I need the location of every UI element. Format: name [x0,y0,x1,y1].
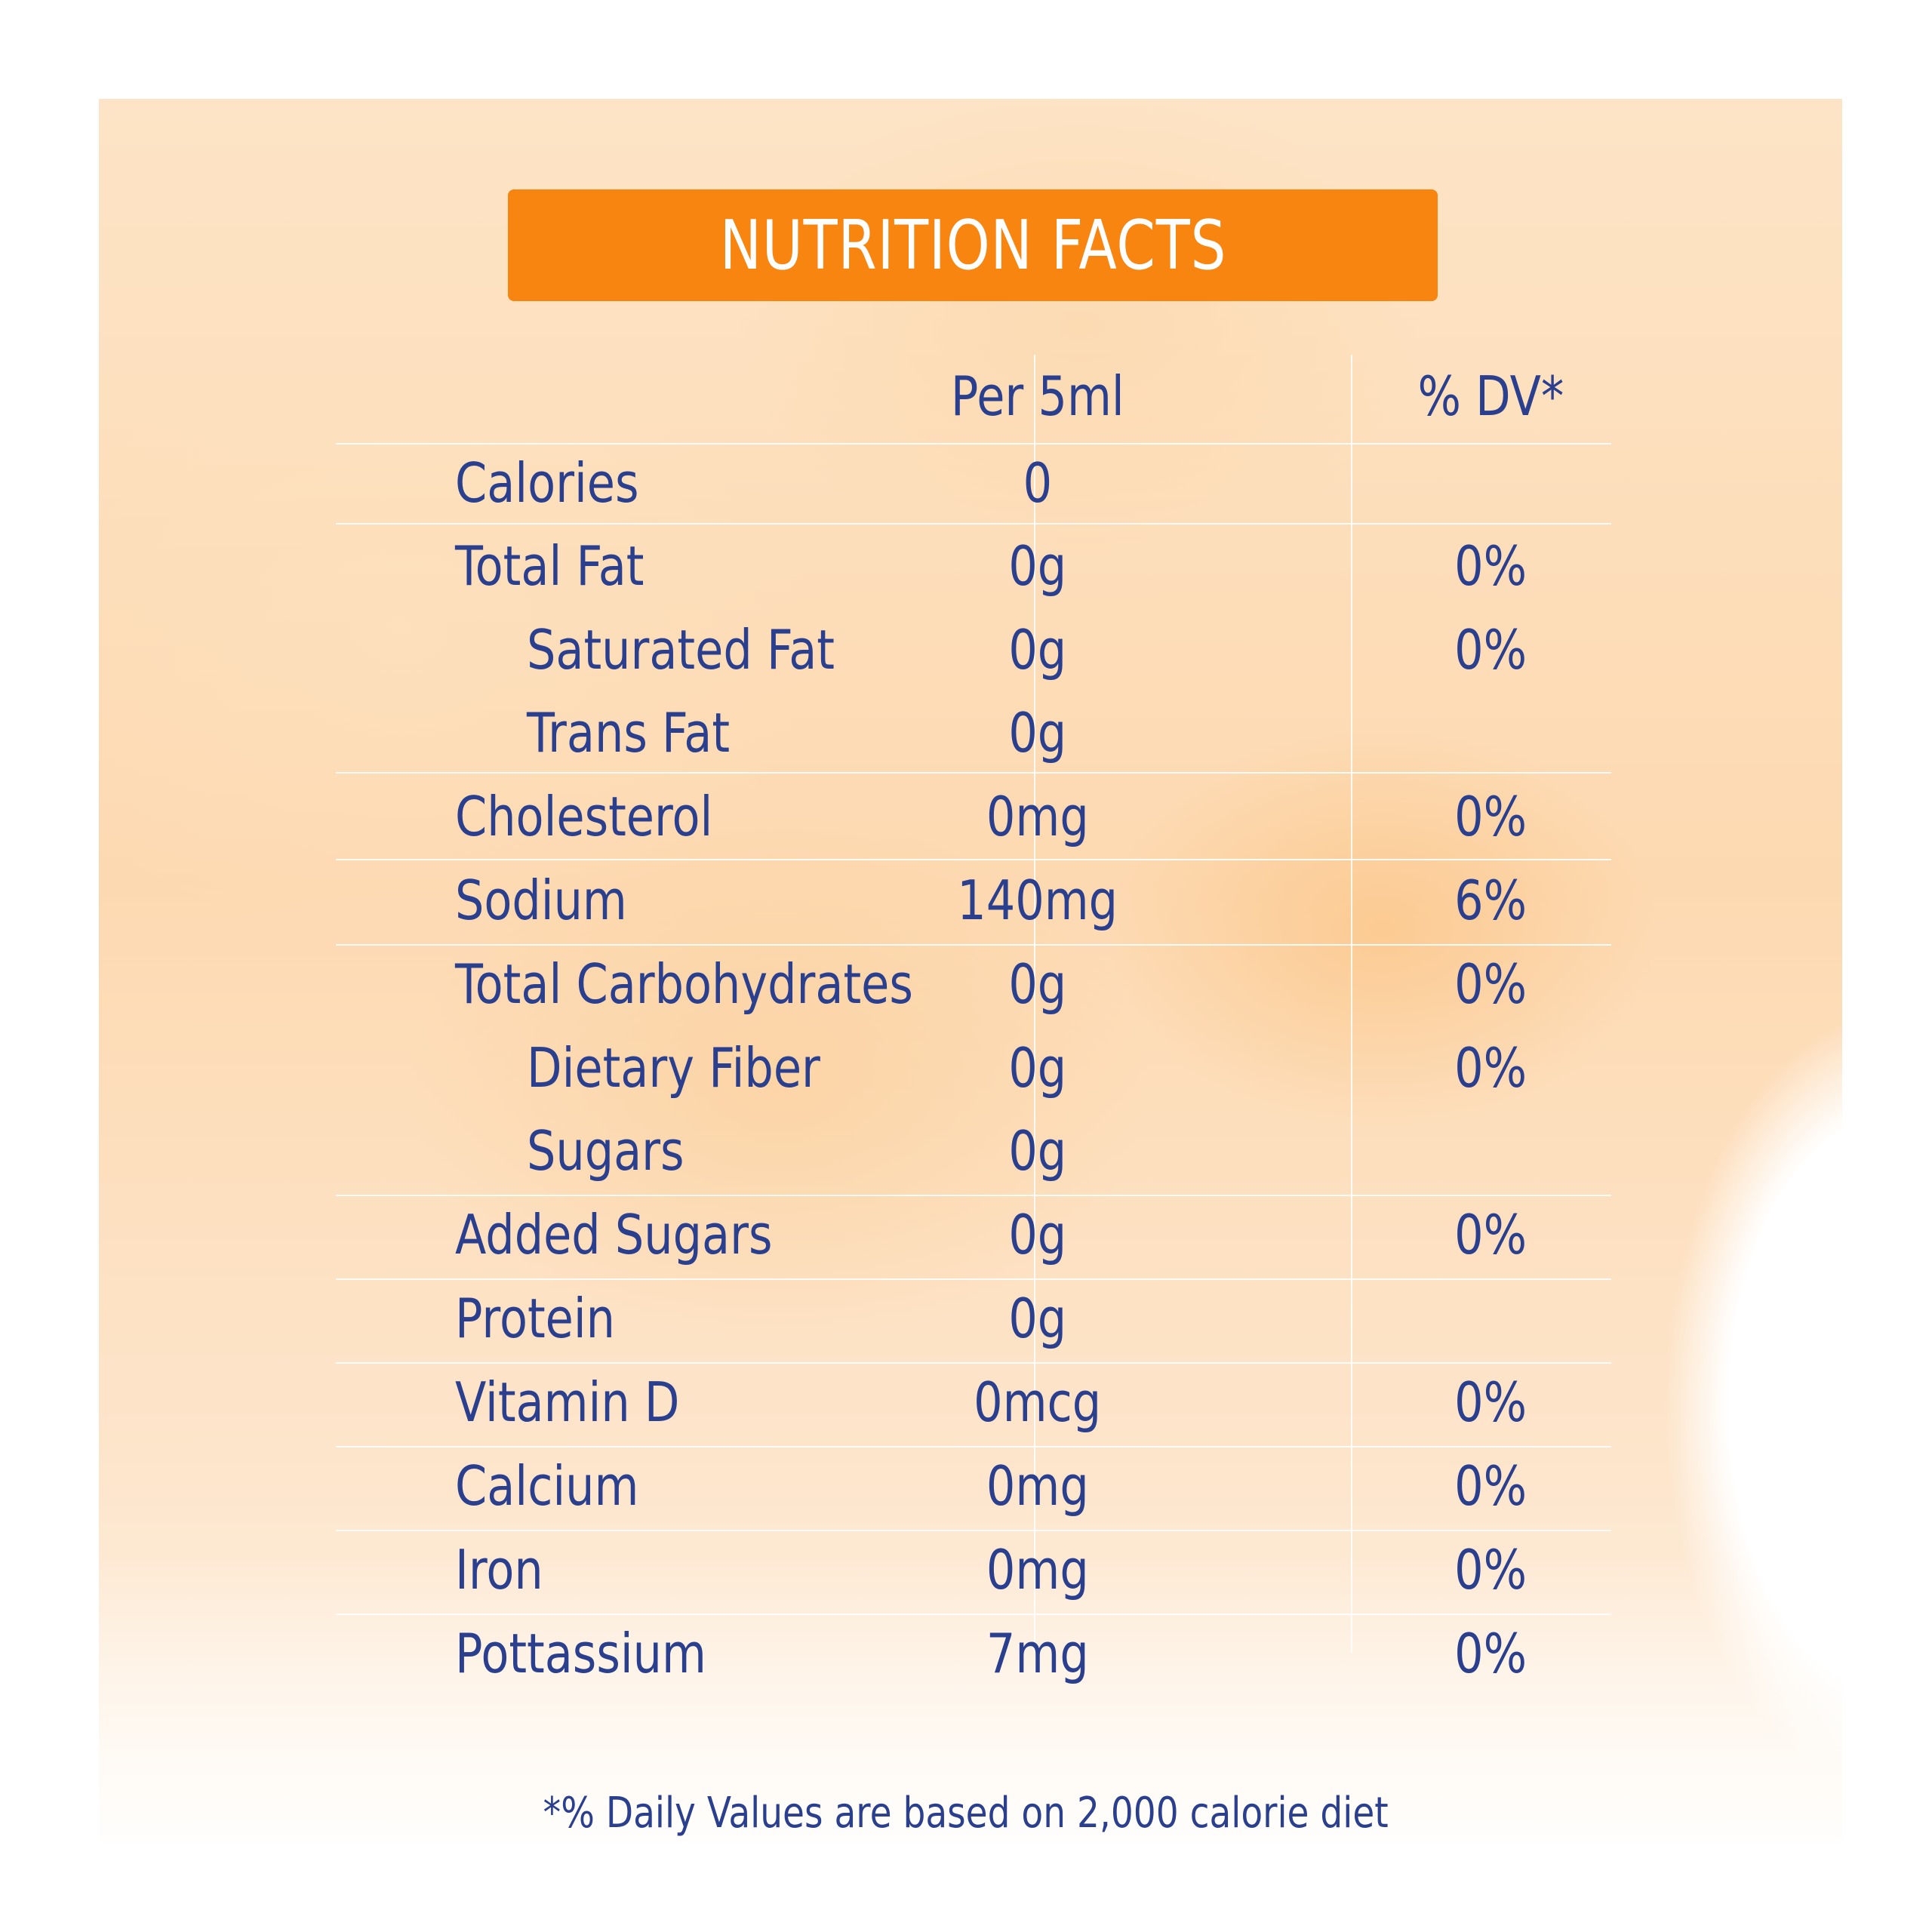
nutrient-amount: 0g [1008,618,1067,681]
nutrient-amount: 0g [1008,1036,1067,1100]
row-divider [336,772,1611,774]
nutrient-amount: 0g [1008,701,1067,764]
nutrient-daily-value: 0% [1454,952,1527,1016]
row-divider [336,1195,1611,1196]
nutrient-daily-value: 0% [1454,1538,1527,1601]
nutrient-daily-value: 0% [1454,534,1527,598]
row-divider [336,1446,1611,1447]
nutrient-name: Vitamin D [455,1371,680,1434]
nutrient-daily-value [1400,441,1581,525]
column-divider [1351,355,1352,1653]
nutrient-name: Calories [455,451,639,515]
nutrient-daily-value [1400,1109,1581,1192]
row-divider [336,1362,1611,1364]
nutrient-amount: 0mcg [974,1371,1102,1434]
nutrient-amount: 0g [1008,1203,1067,1266]
nutrient-daily-value [1400,691,1581,774]
row-divider [336,443,1611,445]
header-per-serving: Per 5ml [951,365,1124,428]
nutrient-daily-value: 6% [1454,869,1527,932]
nutrient-amount: 0mg [986,1538,1089,1601]
row-divider [336,859,1611,860]
nutrient-name: Protein [455,1287,616,1350]
nutrient-amount: 140mg [957,869,1118,932]
nutrient-name: Sodium [455,869,627,932]
watercolor-background [99,99,1842,1842]
nutrient-daily-value: 0% [1454,1622,1527,1685]
row-divider [336,1614,1611,1615]
nutrient-amount: 7mg [986,1622,1089,1685]
nutrient-name: Pottassium [455,1622,706,1685]
page-title: NUTRITION FACTS [719,205,1226,285]
nutrient-name: Total Carbohydrates [455,952,913,1016]
nutrient-daily-value: 0% [1454,618,1527,681]
nutrient-daily-value [1400,1277,1581,1360]
nutrient-amount: 0mg [986,785,1089,848]
nutrient-amount: 0g [1008,534,1067,598]
nutrient-daily-value: 0% [1454,1454,1527,1518]
title-banner: NUTRITION FACTS [508,189,1438,301]
nutrient-name: Sugars [527,1119,685,1183]
nutrient-daily-value: 0% [1454,1036,1527,1100]
nutrient-daily-value: 0% [1454,1203,1527,1266]
nutrient-name: Added Sugars [455,1203,773,1266]
row-divider [336,1530,1611,1531]
nutrient-amount: 0g [1008,952,1067,1016]
header-daily-value: % DV* [1417,365,1564,428]
column-divider [1034,355,1035,1653]
nutrient-name: Dietary Fiber [527,1036,820,1100]
nutrient-name: Cholesterol [455,785,713,848]
nutrient-amount: 0g [1008,1119,1067,1183]
nutrient-name: Calcium [455,1454,639,1518]
daily-value-footnote: *% Daily Values are based on 2,000 calor… [543,1789,1389,1838]
nutrient-name: Trans Fat [527,701,731,764]
row-divider [336,523,1611,525]
nutrient-name: Saturated Fat [527,618,835,681]
nutrient-name: Total Fat [455,534,645,598]
nutrient-name: Iron [455,1538,543,1601]
nutrient-amount: 0g [1008,1287,1067,1350]
nutrient-amount: 0mg [986,1454,1089,1518]
row-divider [336,944,1611,946]
nutrient-daily-value: 0% [1454,785,1527,848]
nutrient-amount: 0 [1023,451,1053,515]
nutrient-daily-value: 0% [1454,1371,1527,1434]
row-divider [336,1278,1611,1280]
